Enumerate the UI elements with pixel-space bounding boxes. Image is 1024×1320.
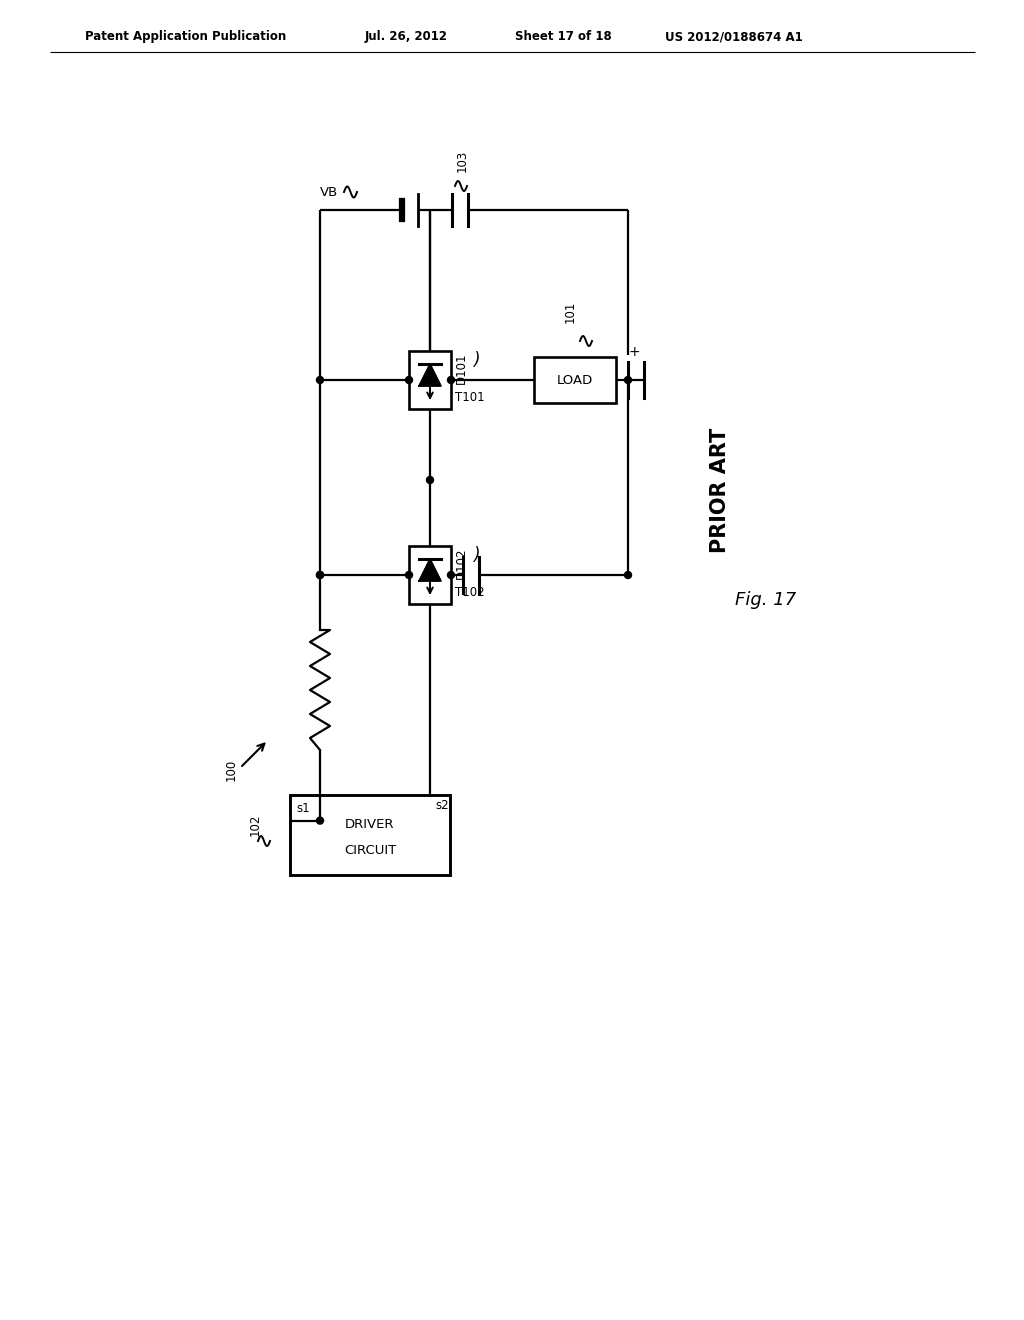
Polygon shape — [419, 558, 441, 581]
Circle shape — [406, 376, 413, 384]
Text: 103: 103 — [456, 149, 469, 172]
Text: Patent Application Publication: Patent Application Publication — [85, 30, 287, 44]
Circle shape — [447, 572, 455, 578]
Circle shape — [427, 477, 433, 483]
Text: ): ) — [473, 351, 479, 370]
Text: s2: s2 — [435, 799, 449, 812]
Circle shape — [625, 572, 632, 578]
Polygon shape — [419, 364, 441, 385]
Text: D101: D101 — [455, 352, 468, 384]
Text: PRIOR ART: PRIOR ART — [710, 428, 730, 553]
Text: T102: T102 — [455, 586, 484, 599]
Bar — [290, 795, 450, 875]
Bar — [409, 546, 451, 605]
Circle shape — [625, 376, 632, 384]
Text: 101: 101 — [563, 301, 577, 323]
Bar — [534, 356, 616, 403]
Text: Sheet 17 of 18: Sheet 17 of 18 — [515, 30, 611, 44]
Text: ): ) — [473, 546, 479, 564]
Circle shape — [316, 572, 324, 578]
Text: 100: 100 — [225, 759, 238, 781]
Text: LOAD: LOAD — [557, 374, 593, 387]
Text: DRIVER: DRIVER — [345, 818, 394, 832]
Circle shape — [406, 572, 413, 578]
Bar — [409, 351, 451, 409]
Text: US 2012/0188674 A1: US 2012/0188674 A1 — [665, 30, 803, 44]
Circle shape — [447, 376, 455, 384]
Text: CIRCUIT: CIRCUIT — [344, 845, 396, 858]
Text: T101: T101 — [455, 392, 484, 404]
Circle shape — [316, 572, 324, 578]
Text: D102: D102 — [455, 548, 468, 578]
Circle shape — [316, 376, 324, 384]
Circle shape — [316, 817, 324, 824]
Text: s1: s1 — [296, 801, 309, 814]
Text: 102: 102 — [249, 814, 262, 836]
Text: Jul. 26, 2012: Jul. 26, 2012 — [365, 30, 449, 44]
Text: +: + — [628, 345, 640, 359]
Text: Fig. 17: Fig. 17 — [735, 591, 797, 609]
Text: VB: VB — [319, 186, 338, 198]
